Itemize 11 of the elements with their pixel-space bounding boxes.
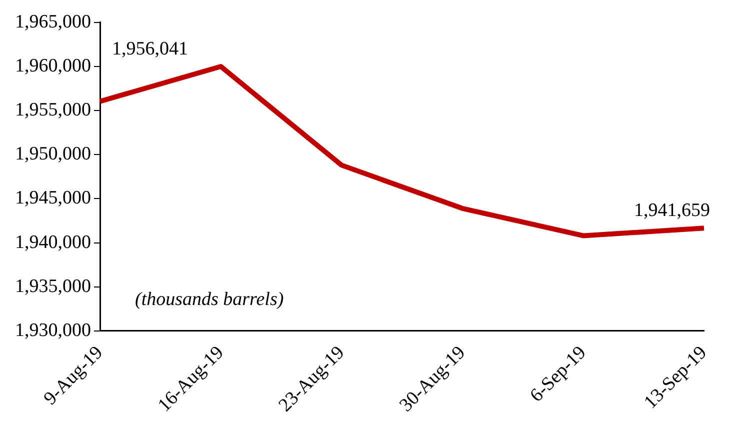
y-tick-label: 1,930,000 (15, 320, 91, 341)
y-tick-label: 1,940,000 (15, 232, 91, 253)
data-label: 1,941,659 (634, 200, 710, 222)
y-tick-label: 1,965,000 (15, 11, 91, 32)
y-tick-label: 1,945,000 (15, 188, 91, 209)
annotation: (thousands barrels) (135, 288, 284, 310)
y-tick-label: 1,950,000 (15, 144, 91, 165)
y-tick-label: 1,960,000 (15, 55, 91, 76)
y-tick-label: 1,955,000 (15, 100, 91, 121)
y-tick-label: 1,935,000 (15, 276, 91, 297)
data-label: 1,956,041 (112, 38, 188, 60)
